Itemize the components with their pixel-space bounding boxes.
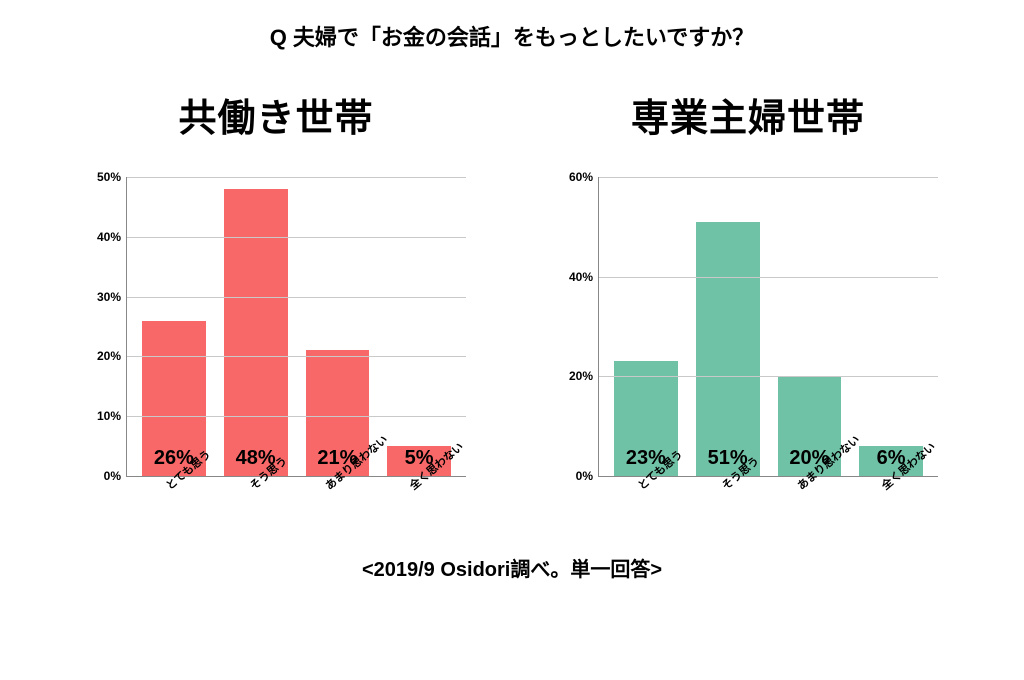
x-label-slot: とても思う — [604, 477, 686, 547]
x-label-slot: 全く思わない — [378, 477, 460, 547]
x-label-slot: とても思う — [132, 477, 214, 547]
bar: 51% — [696, 222, 760, 476]
bar: 48% — [224, 189, 288, 476]
bar-slot: 23% — [605, 177, 687, 476]
y-tick-label: 60% — [569, 170, 599, 184]
panels-row: 共働き世帯 26%48%21%5% 0%10%20%30%40%50% とても思… — [0, 62, 1024, 547]
page: Q 夫婦で「お金の会話」をもっとしたいですか？ 共働き世帯 26%48%21%5… — [0, 0, 1024, 680]
x-label-slot: あまり思わない — [768, 477, 850, 547]
footnote: <2019/9 Osidori調べ。単一回答> — [0, 553, 1024, 582]
plot-area: 26%48%21%5% 0%10%20%30%40%50% — [126, 177, 466, 477]
panel-dual-income: 共働き世帯 26%48%21%5% 0%10%20%30%40%50% とても思… — [56, 62, 496, 547]
gridline — [127, 177, 466, 178]
y-tick-label: 30% — [97, 290, 127, 304]
panel-title: 共働き世帯 — [178, 87, 373, 142]
x-label-slot: そう思う — [686, 477, 768, 547]
y-tick-label: 0% — [104, 469, 127, 483]
bars-container: 23%51%20%6% — [599, 177, 938, 476]
y-tick-label: 40% — [97, 230, 127, 244]
y-tick-label: 0% — [576, 469, 599, 483]
x-label-slot: 全く思わない — [850, 477, 932, 547]
bar-chart-dual: 26%48%21%5% 0%10%20%30%40%50% とても思うそう思うあ… — [66, 167, 486, 547]
question-title: Q 夫婦で「お金の会話」をもっとしたいですか？ — [0, 0, 1024, 52]
gridline — [599, 177, 938, 178]
bar-chart-single: 23%51%20%6% 0%20%40%60% とても思うそう思うあまり思わない… — [538, 167, 958, 547]
y-tick-label: 50% — [97, 170, 127, 184]
x-label-slot: あまり思わない — [296, 477, 378, 547]
y-tick-label: 20% — [97, 349, 127, 363]
bar-slot: 5% — [378, 177, 460, 476]
gridline — [127, 416, 466, 417]
y-tick-label: 20% — [569, 369, 599, 383]
gridline — [599, 376, 938, 377]
bar-slot: 48% — [215, 177, 297, 476]
bars-container: 26%48%21%5% — [127, 177, 466, 476]
bar-slot: 20% — [769, 177, 851, 476]
bar-slot: 6% — [850, 177, 932, 476]
x-axis-labels: とても思うそう思うあまり思わない全く思わない — [598, 477, 938, 547]
x-label-slot: そう思う — [214, 477, 296, 547]
panel-title: 専業主婦世帯 — [631, 87, 865, 142]
gridline — [599, 277, 938, 278]
x-axis-labels: とても思うそう思うあまり思わない全く思わない — [126, 477, 466, 547]
y-tick-label: 40% — [569, 270, 599, 284]
gridline — [127, 356, 466, 357]
bar-slot: 51% — [687, 177, 769, 476]
y-tick-label: 10% — [97, 409, 127, 423]
gridline — [127, 237, 466, 238]
bar-slot: 21% — [297, 177, 379, 476]
plot-area: 23%51%20%6% 0%20%40%60% — [598, 177, 938, 477]
panel-single-income: 専業主婦世帯 23%51%20%6% 0%20%40%60% とても思うそう思う… — [528, 62, 968, 547]
gridline — [127, 297, 466, 298]
bar-slot: 26% — [133, 177, 215, 476]
